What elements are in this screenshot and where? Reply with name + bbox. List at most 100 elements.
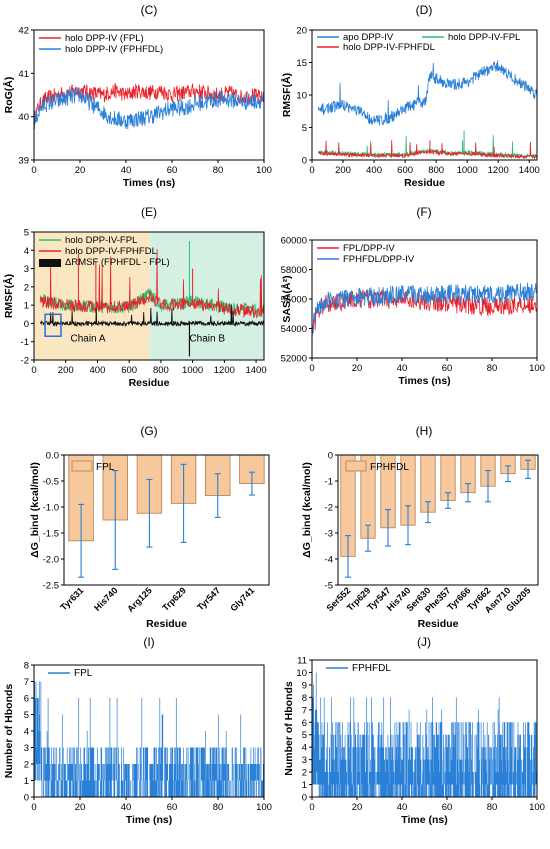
legend-label: holo DPP-IV-FPHFDL bbox=[343, 42, 435, 53]
legend-swatch bbox=[71, 460, 93, 472]
x-tick-label: 800 bbox=[428, 165, 444, 176]
x-tick-label: 80 bbox=[487, 363, 498, 374]
y-tick-label: 0.0 bbox=[46, 451, 59, 462]
y-axis-label: ΔG_bind (kcal/mol) bbox=[301, 462, 313, 558]
y-tick-label: 3 bbox=[302, 755, 307, 766]
y-axis-label: ΔG_bind (kcal/mol) bbox=[29, 462, 41, 558]
y-tick-label: -2.0 bbox=[43, 555, 59, 566]
x-tick-label: 1200 bbox=[488, 165, 509, 176]
y-tick-label: 2 bbox=[24, 282, 29, 293]
legend-label: holo DPP-IV-FPL bbox=[65, 235, 137, 246]
y-tick-label: 7 bbox=[24, 677, 29, 688]
legend-label: FPHFDL bbox=[370, 462, 409, 473]
y-tick-label: 0 bbox=[328, 451, 333, 462]
y-tick-label: -2 bbox=[21, 356, 29, 367]
y-tick-label: 5 bbox=[302, 123, 307, 134]
panel-label: (F) bbox=[416, 205, 431, 219]
x-tick-label: 1000 bbox=[457, 165, 478, 176]
x-tick-label: 0 bbox=[31, 802, 36, 813]
y-tick-label: 4 bbox=[302, 743, 307, 754]
x-tick-label: 20 bbox=[75, 165, 86, 176]
legend-label: holo DPP-IV (FPL) bbox=[65, 33, 144, 44]
x-tick-label: 0 bbox=[31, 165, 36, 176]
panel-label: (E) bbox=[141, 205, 157, 219]
chart-C: (C) 39 40 41 42 0 20 40 60 80 100 Times (ns) RoG(Å) h… bbox=[2, 3, 272, 189]
y-tick-label: -2 bbox=[325, 503, 333, 514]
x-tick-label: 400 bbox=[366, 165, 382, 176]
y-tick-label: 8 bbox=[24, 661, 29, 672]
x-tick-label: 600 bbox=[397, 165, 413, 176]
y-tick-label: 41 bbox=[18, 69, 29, 80]
x-tick-label: 40 bbox=[397, 363, 408, 374]
y-tick-label: 3 bbox=[24, 743, 29, 754]
chart-F: (F) 52000 54000 56000 58000 60000 0 20 40 60 80 100… bbox=[280, 205, 545, 387]
y-tick-label: 5 bbox=[24, 710, 29, 721]
x-tick-label: 100 bbox=[529, 802, 545, 813]
chain-b-region bbox=[149, 232, 264, 360]
chart-H: (H)-5-4-3-2-10ResidueSer552Trp629Tyr547H… bbox=[301, 424, 539, 630]
y-tick-label: 0 bbox=[302, 156, 307, 167]
legend-label: holo DPP-IV (FPHFDL) bbox=[65, 44, 163, 55]
x-axis-label: Times (ns) bbox=[398, 375, 450, 387]
x-tick-label: 80 bbox=[487, 802, 498, 813]
x-tick-label: 200 bbox=[335, 165, 351, 176]
legend-swatch bbox=[345, 460, 367, 472]
y-axis-label: RoG(Å) bbox=[2, 77, 15, 114]
series-line bbox=[312, 289, 537, 345]
x-tick-label: 0 bbox=[309, 363, 314, 374]
chart-E: (E) -2 -1 0 1 2 3 4 5 0 200 400 600 800 1000 1200 1400 Re… bbox=[2, 205, 267, 389]
y-tick-label: 2 bbox=[302, 768, 307, 779]
legend-label: apo DPP-IV bbox=[343, 32, 394, 43]
y-tick-label: -4 bbox=[325, 555, 333, 566]
panel-label: (J) bbox=[417, 635, 431, 649]
plot-frame bbox=[33, 29, 265, 161]
y-tick-label: 4 bbox=[24, 246, 29, 257]
x-tick-label: 60 bbox=[442, 363, 453, 374]
x-tick-label: 20 bbox=[75, 802, 86, 813]
series-line bbox=[317, 60, 537, 126]
x-tick-label: 0 bbox=[309, 802, 314, 813]
x-tick-label: 60 bbox=[442, 802, 453, 813]
x-axis-label: Residue bbox=[418, 618, 459, 630]
legend: FPL bbox=[71, 460, 115, 473]
hbond-series bbox=[311, 672, 537, 797]
x-axis-label: Time (ns) bbox=[401, 814, 447, 826]
y-axis-label: Number of Hbonds bbox=[283, 681, 295, 776]
x-tick-label: 40 bbox=[397, 802, 408, 813]
y-tick-label: 10 bbox=[296, 668, 307, 679]
legend-label: FPHFDL bbox=[352, 663, 391, 674]
x-axis-label: Residue bbox=[129, 377, 170, 389]
x-tick-label: 0 bbox=[309, 165, 314, 176]
chain-b-label: Chain B bbox=[189, 334, 225, 345]
x-tick-label: 0 bbox=[31, 365, 36, 376]
x-tick-label: 400 bbox=[90, 365, 106, 376]
plot-frame bbox=[311, 239, 538, 359]
y-tick-label: 40 bbox=[18, 112, 29, 123]
y-tick-label: 9 bbox=[302, 680, 307, 691]
legend-label: FPL bbox=[74, 668, 93, 679]
y-tick-label: 60000 bbox=[281, 236, 307, 247]
x-tick-label: 80 bbox=[213, 802, 224, 813]
legend-label: FPL/DPP-IV bbox=[343, 243, 395, 254]
x-tick-label: 1200 bbox=[214, 365, 235, 376]
y-tick-label: -1.0 bbox=[43, 503, 59, 514]
panel-label: (H) bbox=[416, 424, 433, 438]
legend-swatch bbox=[39, 259, 61, 267]
plot-area bbox=[317, 60, 537, 160]
x-tick-label: 200 bbox=[58, 365, 74, 376]
y-tick-label: 7 bbox=[302, 705, 307, 716]
y-tick-label: -2.5 bbox=[43, 581, 59, 592]
chain-a-label: Chain A bbox=[70, 334, 105, 345]
category-label: Gly741 bbox=[228, 585, 256, 613]
plot-area bbox=[311, 672, 537, 797]
plot-area bbox=[312, 282, 537, 345]
series-line bbox=[39, 304, 264, 328]
x-tick-label: 40 bbox=[121, 165, 132, 176]
y-tick-label: -5 bbox=[325, 581, 333, 592]
y-tick-label: 0 bbox=[24, 319, 29, 330]
legend: FPHFDL bbox=[345, 460, 409, 473]
